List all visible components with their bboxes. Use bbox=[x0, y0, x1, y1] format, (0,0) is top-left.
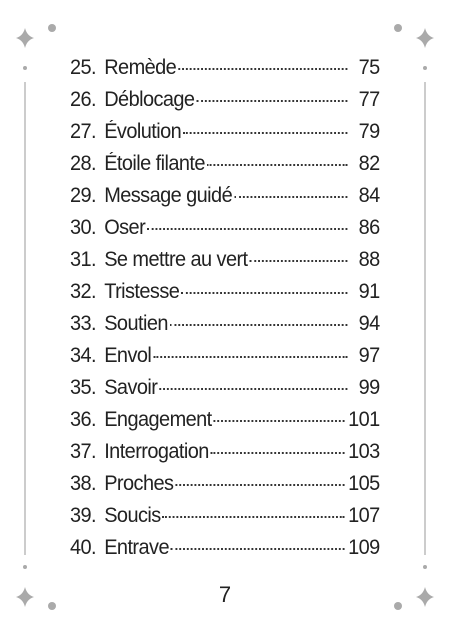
toc-entry: 39. Soucis 107 bbox=[70, 504, 380, 536]
page-number: 7 bbox=[218, 582, 232, 607]
entry-page: 103 bbox=[348, 440, 380, 463]
leader-dots bbox=[181, 292, 348, 294]
leader-dots bbox=[169, 324, 348, 326]
leader-dots bbox=[183, 132, 348, 134]
toc-entry: 29. Message guidé 84 bbox=[70, 184, 380, 216]
entry-page: 82 bbox=[358, 152, 381, 175]
entry-title: Savoir bbox=[104, 376, 158, 399]
toc-entry: 25. Remède 75 bbox=[70, 56, 380, 88]
entry-page: 107 bbox=[348, 504, 380, 527]
entry-number: 34. bbox=[70, 344, 97, 367]
entry-number: 26. bbox=[70, 88, 97, 111]
entry-title: Tristesse bbox=[104, 280, 180, 303]
entry-page: 84 bbox=[358, 184, 381, 207]
toc-entry: 27. Évolution 79 bbox=[70, 120, 380, 152]
entry-title: Soucis bbox=[104, 504, 161, 527]
entry-number: 40. bbox=[70, 536, 97, 559]
entry-page: 109 bbox=[348, 536, 380, 559]
leader-dots bbox=[249, 260, 348, 262]
toc-entry: 37. Interrogation 103 bbox=[70, 440, 380, 472]
entry-number: 31. bbox=[70, 248, 97, 271]
entry-number: 35. bbox=[70, 376, 97, 399]
toc-entry: 26. Déblocage 77 bbox=[70, 88, 380, 120]
entry-title: Entrave bbox=[104, 536, 169, 559]
entry-title: Engagement bbox=[104, 408, 212, 431]
leader-dots bbox=[196, 100, 348, 102]
entry-page: 88 bbox=[358, 248, 381, 271]
entry-page: 75 bbox=[358, 56, 381, 79]
entry-number: 29. bbox=[70, 184, 97, 207]
toc-entry: 30. Oser 86 bbox=[70, 216, 380, 248]
entry-number: 27. bbox=[70, 120, 97, 143]
leader-dots bbox=[159, 388, 348, 390]
entry-page: 79 bbox=[358, 120, 381, 143]
entry-number: 30. bbox=[70, 216, 97, 239]
toc-entry: 32. Tristesse 91 bbox=[70, 280, 380, 312]
table-of-contents: 25. Remède 75 26. Déblocage 77 27. Évolution 79 2… bbox=[70, 56, 380, 568]
entry-page: 99 bbox=[358, 376, 381, 399]
entry-number: 36. bbox=[70, 408, 97, 431]
leader-dots bbox=[162, 516, 345, 518]
toc-entry: 38. Proches 105 bbox=[70, 472, 380, 504]
leader-dots bbox=[206, 164, 348, 166]
entry-page: 94 bbox=[358, 312, 381, 335]
entry-number: 25. bbox=[70, 56, 97, 79]
leader-dots bbox=[170, 548, 345, 550]
entry-title: Proches bbox=[104, 472, 174, 495]
entry-number: 39. bbox=[70, 504, 97, 527]
entry-number: 32. bbox=[70, 280, 97, 303]
leader-dots bbox=[153, 356, 348, 358]
entry-page: 86 bbox=[358, 216, 381, 239]
entry-title: Oser bbox=[104, 216, 146, 239]
toc-entry: 28. Étoile filante 82 bbox=[70, 152, 380, 184]
toc-entry: 35. Savoir 99 bbox=[70, 376, 380, 408]
entry-page: 97 bbox=[358, 344, 381, 367]
entry-title: Message guidé bbox=[104, 184, 233, 207]
entry-title: Soutien bbox=[104, 312, 168, 335]
entry-title: Étoile filante bbox=[104, 152, 205, 175]
leader-dots bbox=[234, 196, 348, 198]
toc-entry: 31. Se mettre au vert 88 bbox=[70, 248, 380, 280]
leader-dots bbox=[175, 484, 345, 486]
toc-entry: 34. Envol 97 bbox=[70, 344, 380, 376]
entry-title: Se mettre au vert bbox=[104, 248, 248, 271]
leader-dots bbox=[213, 420, 345, 422]
entry-number: 38. bbox=[70, 472, 97, 495]
entry-page: 91 bbox=[358, 280, 381, 303]
leader-dots bbox=[210, 452, 345, 454]
entry-page: 77 bbox=[358, 88, 381, 111]
leader-dots bbox=[147, 228, 348, 230]
entry-title: Déblocage bbox=[104, 88, 195, 111]
entry-title: Envol bbox=[104, 344, 152, 367]
entry-number: 37. bbox=[70, 440, 97, 463]
toc-entry: 33. Soutien 94 bbox=[70, 312, 380, 344]
toc-entry: 40. Entrave 109 bbox=[70, 536, 380, 568]
toc-entry: 36. Engagement 101 bbox=[70, 408, 380, 440]
leader-dots bbox=[178, 68, 348, 70]
entry-number: 28. bbox=[70, 152, 97, 175]
entry-title: Interrogation bbox=[104, 440, 209, 463]
entry-page: 105 bbox=[348, 472, 380, 495]
entry-title: Évolution bbox=[104, 120, 182, 143]
entry-title: Remède bbox=[104, 56, 177, 79]
entry-page: 101 bbox=[348, 408, 380, 431]
entry-number: 33. bbox=[70, 312, 97, 335]
